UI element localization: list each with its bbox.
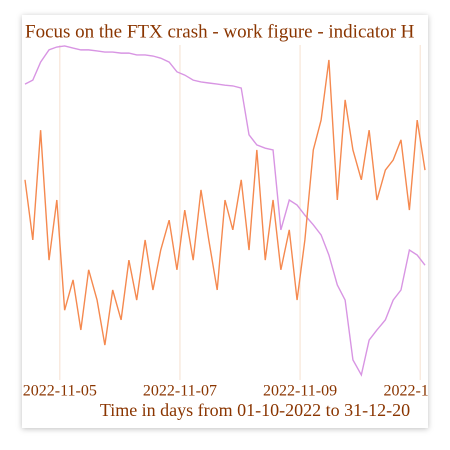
data-line	[24, 59, 426, 346]
chart-title: Focus on the FTX crash - work figure - i…	[25, 21, 415, 42]
card	[22, 15, 428, 428]
data-line	[24, 45, 426, 377]
x-tick-label: 2022-11-05	[23, 383, 97, 400]
x-tick-label: 2022-11-11	[383, 383, 450, 400]
x-axis-label: Time in days from 01-10-2022 to 31-12-20	[100, 400, 410, 420]
x-tick-label: 2022-11-09	[263, 383, 337, 400]
x-tick-label: 2022-11-07	[143, 383, 217, 400]
